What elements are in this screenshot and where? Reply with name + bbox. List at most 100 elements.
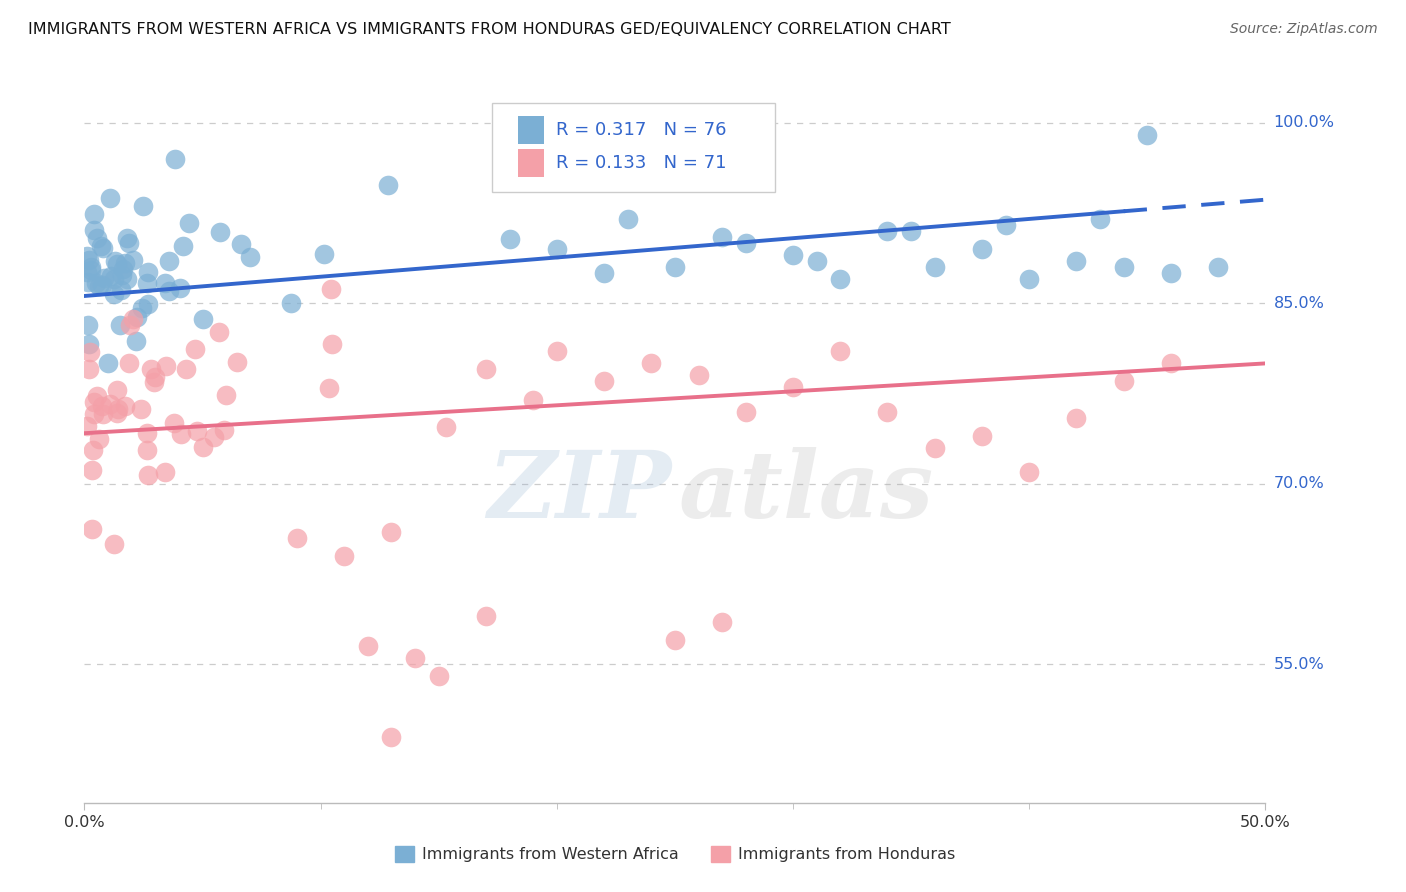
Point — [172, 238, 194, 252]
Point — [876, 404, 898, 418]
Point — [79, 344, 101, 359]
Point — [153, 465, 176, 479]
Point — [90, 239, 112, 253]
Point — [114, 256, 136, 270]
Point — [830, 272, 852, 286]
Point — [177, 216, 200, 230]
Point — [121, 312, 143, 326]
Point — [135, 443, 157, 458]
Point — [80, 260, 103, 274]
Point — [333, 549, 356, 563]
Point — [107, 401, 129, 416]
Point — [994, 218, 1017, 232]
Point — [105, 383, 128, 397]
Point — [1112, 375, 1135, 389]
Point — [142, 376, 165, 390]
Point — [186, 425, 208, 439]
Point — [830, 344, 852, 359]
Point — [103, 272, 125, 286]
Text: atlas: atlas — [679, 447, 934, 537]
Point — [80, 262, 103, 277]
Point — [98, 191, 121, 205]
Point — [80, 463, 103, 477]
Point — [314, 247, 336, 261]
Point — [103, 286, 125, 301]
Point — [208, 325, 231, 339]
Point — [782, 248, 804, 262]
Point — [136, 265, 159, 279]
Point — [103, 254, 125, 268]
FancyBboxPatch shape — [492, 103, 775, 192]
Point — [84, 276, 107, 290]
Point — [1018, 272, 1040, 286]
Point — [900, 224, 922, 238]
Point — [89, 279, 111, 293]
Point — [77, 336, 100, 351]
Point — [117, 231, 139, 245]
Point — [212, 424, 235, 438]
Point — [91, 277, 114, 292]
Point — [970, 428, 993, 442]
Point — [76, 419, 98, 434]
Point — [225, 355, 247, 369]
Point — [202, 430, 225, 444]
Point — [782, 380, 804, 394]
Point — [1160, 266, 1182, 280]
Point — [77, 361, 100, 376]
Point — [90, 399, 112, 413]
Point — [734, 404, 756, 418]
Point — [77, 276, 100, 290]
Point — [86, 231, 108, 245]
Point — [103, 537, 125, 551]
Point — [169, 281, 191, 295]
Point — [136, 467, 159, 482]
Point — [593, 266, 616, 280]
Point — [159, 254, 181, 268]
Text: 70.0%: 70.0% — [1274, 476, 1324, 491]
Point — [87, 433, 110, 447]
Point — [91, 241, 114, 255]
Point — [380, 524, 402, 539]
Point — [125, 334, 148, 348]
Point — [522, 392, 544, 407]
Point — [239, 250, 262, 264]
Point — [118, 236, 141, 251]
Point — [1136, 128, 1159, 142]
Point — [876, 224, 898, 238]
Point — [118, 356, 141, 370]
Point — [83, 207, 105, 221]
Point — [404, 651, 426, 665]
Point — [546, 242, 568, 256]
Point — [77, 252, 100, 267]
Point — [98, 397, 121, 411]
Point — [377, 178, 399, 193]
Point — [155, 359, 177, 373]
Point — [86, 389, 108, 403]
Text: ZIP: ZIP — [486, 447, 671, 537]
Point — [214, 388, 236, 402]
Text: 55.0%: 55.0% — [1274, 657, 1324, 672]
Point — [163, 416, 186, 430]
Point — [380, 730, 402, 744]
Text: R = 0.317   N = 76: R = 0.317 N = 76 — [555, 120, 725, 139]
Point — [640, 356, 662, 370]
Point — [131, 301, 153, 316]
Point — [91, 407, 114, 421]
Point — [83, 407, 105, 421]
Point — [664, 260, 686, 274]
Point — [1018, 465, 1040, 479]
Point — [734, 235, 756, 250]
Point — [132, 199, 155, 213]
FancyBboxPatch shape — [517, 116, 544, 144]
Point — [321, 337, 343, 351]
Point — [122, 253, 145, 268]
Point — [1112, 260, 1135, 274]
Point — [82, 442, 104, 457]
Point — [688, 368, 710, 383]
Point — [110, 283, 132, 297]
Point — [118, 318, 141, 333]
Point — [475, 609, 498, 624]
Point — [114, 399, 136, 413]
FancyBboxPatch shape — [517, 149, 544, 178]
Point — [664, 633, 686, 648]
